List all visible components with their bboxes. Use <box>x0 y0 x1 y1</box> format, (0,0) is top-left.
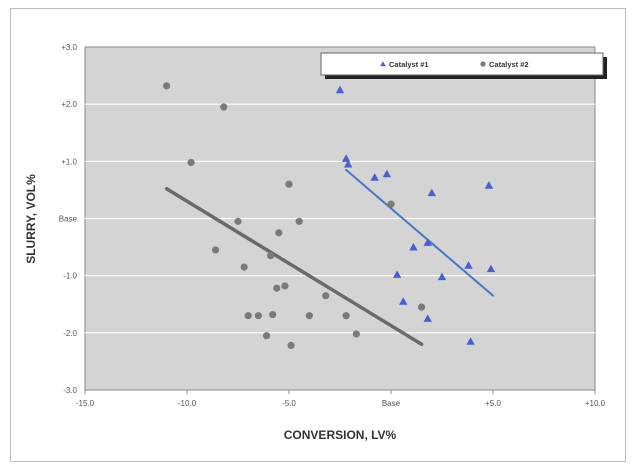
data-points <box>163 82 496 350</box>
catalyst-1-point <box>423 238 432 246</box>
x-tick-label: -10.0 <box>178 399 197 408</box>
catalyst-1-trendline <box>345 168 494 297</box>
catalyst-2-point <box>285 180 293 188</box>
chart-frame: +3.0 +2.0 +1.0 Base -1.0 -2.0 -3.0 -15.0 -10.0-… <box>10 8 626 462</box>
legend-label: Catalyst #1 <box>389 60 429 69</box>
catalyst-2-point <box>342 312 350 320</box>
catalyst-2-point <box>187 158 195 167</box>
catalyst-1-point <box>335 85 345 94</box>
x-tick-label: +10.0 <box>585 399 606 408</box>
catalyst-1-point <box>341 154 351 162</box>
catalyst-1-point <box>392 270 402 278</box>
y-tick-label: -1.0 <box>63 272 77 281</box>
catalyst-1-point <box>437 272 447 281</box>
legend-box <box>320 52 604 76</box>
catalyst-2-point <box>418 303 426 311</box>
catalyst-2-point <box>352 330 360 338</box>
x-axis-label: CONVERSION, LV% <box>284 428 397 442</box>
catalyst-1-point <box>382 169 392 178</box>
y-tick-label: +3.0 <box>61 43 77 52</box>
catalyst-1-point <box>423 314 432 322</box>
y-tick-label: -2.0 <box>63 329 77 338</box>
legend-label: Catalyst #2 <box>489 60 529 69</box>
catalyst-2-point <box>287 341 295 350</box>
legend-marker <box>480 61 486 67</box>
catalyst-2-point <box>262 332 271 340</box>
catalyst-2-point <box>254 312 262 320</box>
catalyst-1-point <box>399 297 408 305</box>
legend-entries: Catalyst #1 Catalyst #2 <box>380 60 529 69</box>
catalyst-2-point <box>211 246 220 254</box>
catalyst-2-point <box>240 263 248 271</box>
catalyst-1-point <box>370 173 379 181</box>
catalyst-2-point <box>295 217 303 225</box>
catalyst-1-point <box>427 188 436 197</box>
catalyst-2-point <box>269 310 277 319</box>
trendlines <box>164 168 494 347</box>
y-tick-label: Base <box>59 215 78 224</box>
catalyst-2-point <box>163 82 171 90</box>
catalyst-2-point <box>234 217 242 225</box>
catalyst-2-point <box>322 292 330 300</box>
catalyst-2-point <box>267 252 275 260</box>
catalyst-1-point <box>486 264 496 273</box>
catalyst-2-point <box>281 282 289 290</box>
y-axis-label: SLURRY, VOL% <box>24 174 38 264</box>
catalyst-2-point <box>275 229 283 237</box>
legend: Catalyst #1 Catalyst #2 <box>320 52 607 79</box>
grid-lines <box>85 103 595 334</box>
catalyst-2-trendline <box>164 187 424 347</box>
x-tick-labels: -15.0 -10.0 -5.0 Base +5.0 +10.0 <box>76 390 606 408</box>
y-tick-labels: +3.0 +2.0 +1.0 Base -1.0 -2.0 -3.0 <box>59 43 78 395</box>
catalyst-1-point <box>464 261 473 269</box>
catalyst-1-point <box>484 181 494 189</box>
y-tick-label: -3.0 <box>63 386 77 395</box>
x-tick-label: -15.0 <box>76 399 95 408</box>
catalyst-1-point <box>466 337 475 345</box>
catalyst-2-point <box>244 312 252 320</box>
catalyst-1-point <box>343 159 353 168</box>
x-tick-label: Base <box>382 399 401 408</box>
legend-marker <box>380 61 386 67</box>
catalyst-2-point <box>273 284 281 292</box>
catalyst-2-point <box>305 312 313 320</box>
catalyst-2-point <box>220 103 228 111</box>
y-tick-label: +1.0 <box>61 157 77 166</box>
catalyst-2-point <box>387 200 395 208</box>
y-tick-label: +2.0 <box>61 100 77 109</box>
x-tick-label: -5.0 <box>282 399 296 408</box>
x-tick-label: +5.0 <box>485 399 501 408</box>
catalyst-1-point <box>409 242 418 251</box>
